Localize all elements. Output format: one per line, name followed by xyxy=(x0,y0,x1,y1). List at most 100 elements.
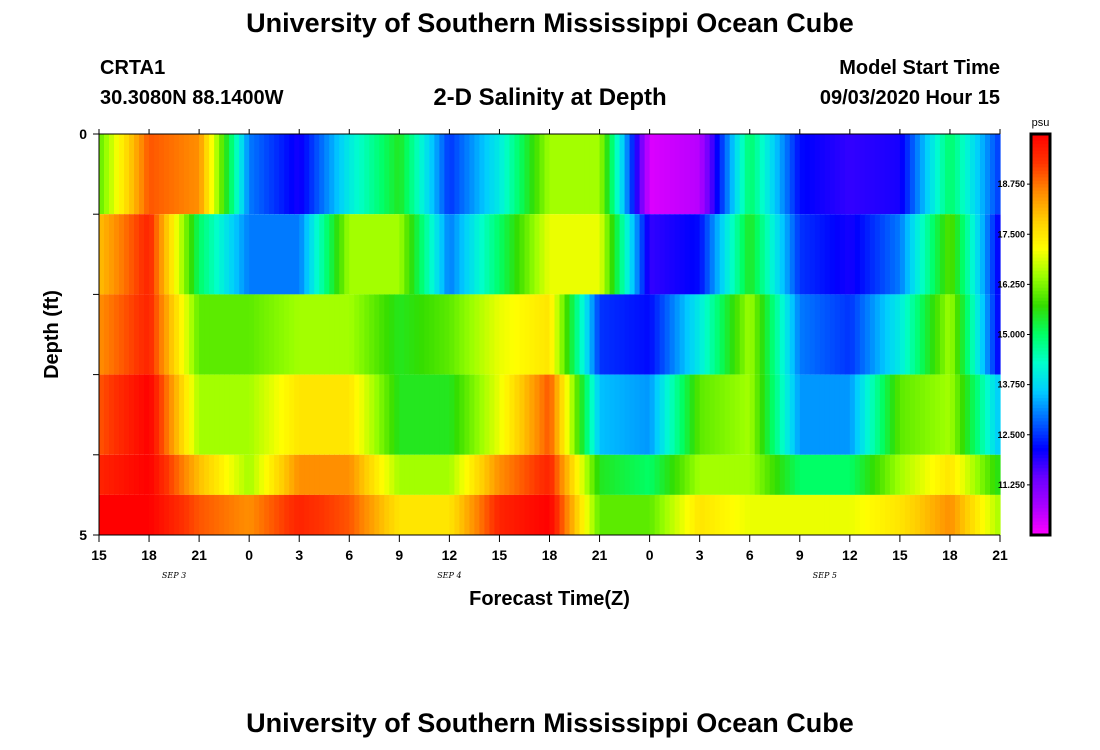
heatmap-cell xyxy=(979,134,986,215)
heatmap-cell xyxy=(559,214,566,295)
colorbar-segment xyxy=(1031,324,1050,329)
heatmap-cell xyxy=(204,294,210,375)
heatmap-cell xyxy=(369,374,375,455)
colorbar-segment xyxy=(1031,381,1050,386)
heatmap-cell xyxy=(579,214,586,295)
heatmap-cell xyxy=(384,134,390,215)
heatmap-cell xyxy=(599,374,606,455)
heatmap-cell xyxy=(424,454,430,495)
heatmap-cell xyxy=(354,494,360,535)
heatmap-cell xyxy=(714,494,721,535)
heatmap-cell xyxy=(964,134,971,215)
x-tick-label: 9 xyxy=(796,547,804,563)
heatmap-cell xyxy=(314,134,320,215)
heatmap-cell xyxy=(664,374,671,455)
heatmap-cell xyxy=(474,134,481,215)
x-tick-label: 9 xyxy=(395,547,403,563)
heatmap-cell xyxy=(659,374,666,455)
x-tick-label: 12 xyxy=(442,547,458,563)
heatmap-cell xyxy=(474,294,481,375)
heatmap-cell xyxy=(869,214,876,295)
heatmap-cell xyxy=(189,134,195,215)
heatmap-cell xyxy=(609,454,616,495)
heatmap-cell xyxy=(159,214,165,295)
colorbar-segment xyxy=(1031,250,1050,255)
heatmap-cell xyxy=(444,214,450,295)
heatmap-cell xyxy=(279,494,285,535)
heatmap-cell xyxy=(604,454,611,495)
heatmap-cell xyxy=(339,494,345,535)
colorbar-segment xyxy=(1031,387,1050,392)
heatmap-cell xyxy=(214,134,220,215)
colorbar-segment xyxy=(1031,397,1050,402)
heatmap-cell xyxy=(164,294,170,375)
heatmap-cell xyxy=(949,134,956,215)
colorbar-segment xyxy=(1031,428,1050,433)
heatmap-cell xyxy=(639,214,646,295)
x-tick-label: 21 xyxy=(592,547,608,563)
heatmap-cell xyxy=(239,134,245,215)
colorbar-segment xyxy=(1031,367,1050,372)
heatmap-cell xyxy=(824,494,831,535)
heatmap-cell xyxy=(144,454,150,495)
heatmap-cell xyxy=(894,134,901,215)
heatmap-cell xyxy=(964,374,971,455)
heatmap-cell xyxy=(454,454,460,495)
heatmap-cell xyxy=(984,214,991,295)
heatmap-cell xyxy=(289,374,295,455)
colorbar-segment xyxy=(1031,488,1050,493)
heatmap-cell xyxy=(789,294,796,375)
heatmap-cell xyxy=(659,454,666,495)
heatmap-cell xyxy=(154,134,160,215)
colorbar-segment xyxy=(1031,364,1050,369)
heatmap-cell xyxy=(189,374,195,455)
x-tick-label: 3 xyxy=(295,547,303,563)
heatmap-cell xyxy=(249,494,255,535)
heatmap-cell xyxy=(299,374,305,455)
heatmap-cell xyxy=(514,214,521,295)
heatmap-cell xyxy=(104,454,110,495)
heatmap-cell xyxy=(844,374,851,455)
colorbar-segment xyxy=(1031,234,1050,239)
heatmap-cell xyxy=(474,454,481,495)
heatmap-cell xyxy=(124,494,130,535)
heatmap-cell xyxy=(779,214,786,295)
heatmap-cell xyxy=(299,454,305,495)
heatmap-cell xyxy=(654,214,661,295)
heatmap-cell xyxy=(979,374,986,455)
heatmap-cell xyxy=(669,374,676,455)
colorbar-segment xyxy=(1031,451,1050,456)
heatmap-cell xyxy=(574,294,581,375)
heatmap-cell xyxy=(794,454,801,495)
colorbar-segment xyxy=(1031,481,1050,486)
heatmap-cell xyxy=(619,134,626,215)
heatmap-cell xyxy=(454,134,460,215)
heatmap-cell xyxy=(764,294,771,375)
heatmap-cell xyxy=(514,134,521,215)
colorbar-segment xyxy=(1031,478,1050,483)
heatmap-cell xyxy=(989,134,996,215)
colorbar-segment xyxy=(1031,307,1050,312)
heatmap-cell xyxy=(804,294,811,375)
heatmap-cell xyxy=(414,214,420,295)
heatmap-cell xyxy=(489,494,496,535)
heatmap-cell xyxy=(689,134,696,215)
colorbar-segment xyxy=(1031,494,1050,499)
heatmap-cell xyxy=(194,214,200,295)
heatmap-cell xyxy=(664,214,671,295)
heatmap-cell xyxy=(684,214,691,295)
colorbar-segment xyxy=(1031,501,1050,506)
heatmap-cell xyxy=(254,134,260,215)
heatmap-cell xyxy=(859,374,866,455)
date-label: SEP 5 xyxy=(813,571,837,580)
colorbar-label: 18.750 xyxy=(997,179,1025,189)
heatmap-cell xyxy=(264,214,270,295)
heatmap-cell xyxy=(789,494,796,535)
heatmap-cell xyxy=(889,134,896,215)
heatmap-cell xyxy=(924,494,931,535)
heatmap-cell xyxy=(699,494,706,535)
heatmap-cell xyxy=(469,294,476,375)
heatmap-cell xyxy=(934,454,941,495)
colorbar-segment xyxy=(1031,227,1050,232)
